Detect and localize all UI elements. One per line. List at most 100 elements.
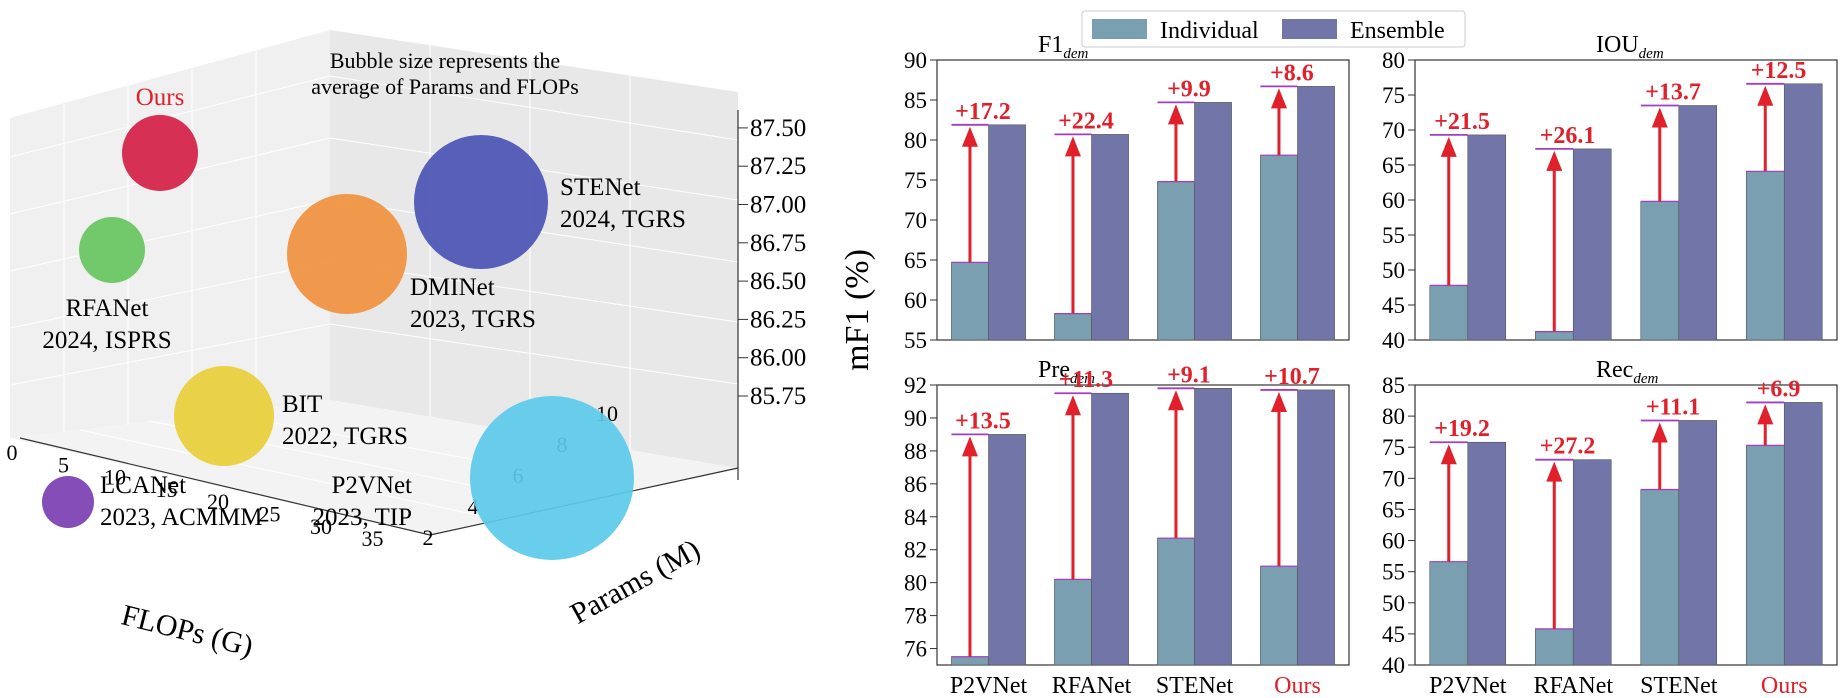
bar-panels: F1dem 55 60 65 70 75 80 85 90 +17.2 +22.4 +9.9 +8.6 I…: [904, 32, 1838, 698]
y-tick-label: 55: [1382, 223, 1405, 248]
z-tick-label: 87.50: [750, 115, 806, 142]
category-label: Ours: [1274, 673, 1321, 698]
y-tick-label: 75: [904, 168, 927, 193]
y-tick-label: 85: [904, 88, 927, 113]
bar-ensemble: [1091, 392, 1129, 666]
bar-individual: [1534, 628, 1574, 666]
y-tick-label: 60: [1382, 188, 1405, 213]
y-tick-label: 55: [1382, 560, 1405, 585]
bar-ensemble: [988, 434, 1026, 666]
bar-ensemble: [1091, 134, 1129, 341]
flops-tick-label: 5: [58, 452, 69, 477]
y-tick-label: 75: [1382, 83, 1405, 108]
y-axis-label: mF1 (%): [839, 249, 876, 371]
panel-iou: IOUdem 40 45 50 55 60 65 70 75 80 +21.5 +26.1 +13.7 +…: [1382, 32, 1838, 353]
bar-ensemble: [1297, 389, 1335, 666]
gain-arrow-head: [1440, 136, 1457, 157]
gain-label: +11.1: [1646, 394, 1700, 420]
flops-tick-label: 15: [156, 477, 178, 502]
z-tick-label: 87.00: [750, 192, 806, 219]
y-tick-label: 45: [1382, 293, 1405, 318]
y-tick-label: 85: [1382, 373, 1405, 398]
gain-label: +9.1: [1167, 362, 1211, 388]
legend-label-ensemble: Ensemble: [1350, 18, 1445, 44]
bubble-label-stenet: STENet: [560, 174, 641, 201]
z-tick-label: 86.50: [750, 268, 806, 295]
bubble-bit: [174, 366, 274, 466]
bar-ensemble: [1297, 86, 1335, 341]
gain-arrow-head: [1757, 404, 1774, 425]
y-tick-label: 45: [1382, 622, 1405, 647]
bar-individual: [1640, 489, 1680, 666]
bubble-rfanet: [79, 217, 145, 283]
bubble-lcanet: [42, 476, 94, 528]
z-tick-label: 86.75: [750, 230, 806, 257]
y-tick-label: 80: [1382, 404, 1405, 429]
gain-arrow-head: [1064, 395, 1081, 416]
back-right-pane: [330, 30, 738, 468]
z-tick-label: 85.75: [750, 383, 806, 410]
bar-ensemble: [988, 124, 1026, 341]
gain-label: +8.6: [1270, 60, 1314, 86]
y-tick-label: 90: [904, 406, 927, 431]
y-tick-label: 76: [904, 637, 927, 662]
legend-swatch-individual: [1092, 19, 1147, 39]
gain-arrow-head: [961, 436, 978, 457]
bar-ensemble: [1783, 402, 1823, 666]
y-tick-label: 65: [1382, 153, 1405, 178]
bubbles: Ours RFANet 2024, ISPRS BIT 2022, TGRS LCANet…: [42, 84, 686, 560]
panel-frame: [1414, 384, 1838, 666]
panel-title: IOUdem: [1596, 32, 1664, 62]
y-tick-label: 80: [1382, 48, 1405, 73]
y-tick-label: 84: [904, 505, 928, 530]
bar-individual: [1054, 579, 1092, 666]
bubble-sublabel-lcanet: 2023, ACMMM: [100, 504, 263, 531]
bar-ensemble: [1194, 102, 1232, 341]
y-tick-label: 60: [1382, 529, 1405, 554]
bar-individual: [1534, 331, 1574, 341]
bubble-label-rfanet: RFANet: [66, 295, 149, 322]
bar-individual: [1429, 561, 1469, 666]
bubble-sublabel-p2vnet: 2023, TIP: [312, 504, 412, 531]
y-tick-label: 82: [904, 538, 927, 563]
bar-ensemble: [1678, 420, 1718, 666]
legend: Individual Ensemble: [1081, 10, 1466, 48]
bubble-p2vnet: [470, 396, 634, 560]
y-tick-label: 90: [904, 48, 927, 73]
panel-rec: Recdem 40 45 50 55 60 65 70 75 80 85 +19.2 P2VNet +27…: [1382, 357, 1838, 698]
z-tick-label: 86.00: [750, 345, 806, 372]
bar-individual: [1260, 154, 1298, 341]
bar-ensemble: [1783, 83, 1823, 341]
y-tick-label: 55: [904, 328, 927, 353]
gain-label: +10.7: [1264, 364, 1320, 390]
category-label: STENet: [1156, 673, 1234, 698]
y-tick-label: 50: [1382, 258, 1405, 283]
panel-pre: Predem 76 78 80 82 84 86 88 90 92 +13.5 P2VNet +11.3…: [904, 357, 1350, 698]
gain-arrow-head: [1440, 444, 1457, 465]
category-label: Ours: [1761, 673, 1808, 698]
bubble-annotation: Bubble size represents the average of Pa…: [311, 48, 579, 99]
y-tick-label: 65: [904, 248, 927, 273]
panel-title: Recdem: [1596, 357, 1658, 387]
y-tick-label: 65: [1382, 497, 1405, 522]
bar-individual: [1157, 181, 1195, 341]
y-tick-label: 70: [1382, 118, 1405, 143]
gain-arrow-head: [1167, 390, 1184, 411]
gain-label: +21.5: [1434, 109, 1490, 135]
panel-title: Predem: [1038, 357, 1095, 387]
y-tick-label: 80: [904, 571, 927, 596]
bubble-label-p2vnet: P2VNet: [331, 472, 412, 499]
y-tick-label: 75: [1382, 435, 1405, 460]
category-label: P2VNet: [1429, 673, 1507, 698]
gain-label: +26.1: [1540, 123, 1596, 149]
bar-ensemble: [1467, 134, 1507, 341]
flops-tick-label: 25: [259, 502, 281, 527]
y-tick-label: 88: [904, 439, 927, 464]
y-tick-label: 78: [904, 604, 927, 629]
gain-label: +22.4: [1058, 108, 1114, 134]
flops-tick-label: 10: [104, 465, 126, 490]
gain-arrow-head: [1757, 85, 1774, 106]
bar-ensemble: [1572, 148, 1612, 341]
